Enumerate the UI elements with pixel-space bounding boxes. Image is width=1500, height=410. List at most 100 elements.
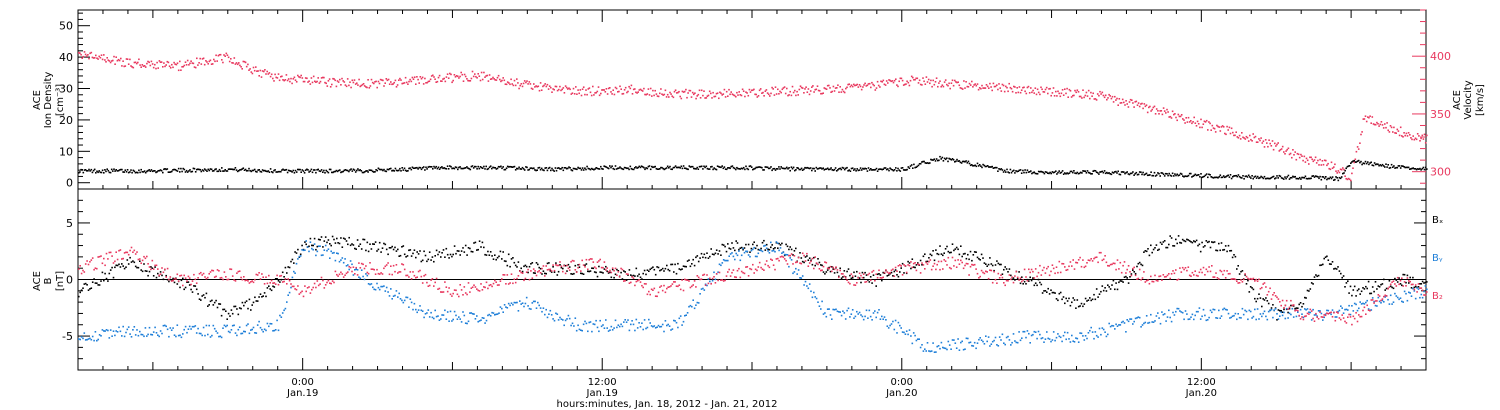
bx-point [1116, 288, 1119, 291]
by-point [464, 322, 467, 324]
velocity-point [516, 78, 518, 80]
density-point [404, 169, 407, 172]
bx-point [80, 289, 83, 291]
bx-point [887, 274, 890, 276]
velocity-point [823, 87, 826, 89]
velocity-point [984, 87, 987, 89]
bx-point [456, 250, 459, 252]
by-point [349, 260, 352, 262]
velocity-point [378, 82, 381, 85]
bx-point [700, 252, 703, 255]
velocity-point [757, 95, 760, 97]
density-point [547, 167, 550, 170]
bz-point [248, 282, 251, 284]
bx-point [277, 280, 280, 282]
density-point [761, 166, 763, 169]
velocity-point [521, 85, 524, 88]
bx-point [280, 278, 283, 281]
bx-point [661, 267, 664, 270]
density-point [1082, 170, 1084, 172]
velocity-point [968, 82, 971, 85]
by-point [288, 291, 291, 294]
top-left-tick-label: 10 [59, 145, 73, 158]
velocity-point [1291, 156, 1293, 159]
by-point [200, 332, 202, 335]
velocity-point [1112, 101, 1115, 103]
by-point [1288, 312, 1291, 315]
velocity-point [604, 91, 607, 93]
velocity-point [919, 83, 922, 86]
bz-point [592, 261, 595, 263]
bx-point [950, 251, 952, 254]
by-point [1334, 316, 1337, 318]
density-point [175, 169, 178, 172]
density-point [112, 170, 114, 172]
density-point [420, 168, 423, 171]
velocity-point [1370, 122, 1372, 124]
velocity-point [770, 92, 772, 95]
bz-point [251, 280, 253, 282]
bx-point [917, 262, 919, 264]
bx-point [654, 273, 657, 276]
velocity-point [778, 93, 780, 95]
velocity-point [585, 89, 587, 91]
bx-point [516, 266, 518, 268]
density-point [1035, 172, 1038, 175]
velocity-point [670, 93, 672, 95]
by-point [948, 344, 951, 346]
bz-point [186, 280, 188, 282]
bx-point [1211, 241, 1213, 243]
density-point [1032, 171, 1034, 174]
velocity-point [320, 77, 323, 79]
bx-point [259, 293, 262, 295]
density-point [836, 170, 838, 172]
bx-point [392, 248, 395, 251]
by-point [868, 309, 871, 312]
velocity-point [190, 60, 192, 62]
by-point [1206, 319, 1209, 321]
velocity-point [531, 88, 534, 90]
velocity-point [1138, 105, 1141, 108]
velocity-point [577, 89, 579, 91]
by-point [657, 324, 660, 327]
by-point [796, 273, 798, 275]
velocity-point [787, 94, 789, 97]
density-point [1026, 169, 1029, 171]
by-point [990, 343, 993, 345]
bx-point [1011, 278, 1013, 281]
bz-point [535, 274, 538, 277]
velocity-point [656, 95, 659, 97]
density-point [923, 160, 925, 163]
by-point [908, 329, 911, 331]
bx-point [476, 249, 478, 251]
bx-point [875, 285, 877, 287]
bz-point [370, 268, 373, 270]
by-point [720, 264, 722, 267]
by-point [317, 245, 320, 247]
bz-point [231, 275, 234, 277]
by-point [797, 269, 800, 271]
density-point [298, 168, 300, 171]
velocity-point [927, 78, 930, 81]
bx-point [777, 247, 779, 249]
by-point [979, 337, 981, 339]
bz-point [499, 280, 502, 282]
by-point [467, 320, 470, 323]
bx-point [1076, 299, 1079, 301]
by-point [130, 336, 133, 338]
by-point [492, 312, 495, 314]
by-point [960, 341, 962, 344]
density-point [1110, 173, 1113, 176]
density-point [1090, 173, 1092, 175]
velocity-point [632, 88, 635, 91]
bx-point [1080, 302, 1083, 305]
by-point [100, 335, 102, 337]
by-point [1319, 310, 1321, 312]
density-point [648, 165, 651, 167]
bx-point [1047, 287, 1049, 290]
by-point [334, 259, 337, 262]
by-point [874, 310, 876, 312]
bx-point [829, 270, 832, 273]
bx-point [900, 267, 902, 269]
density-point [784, 167, 787, 170]
